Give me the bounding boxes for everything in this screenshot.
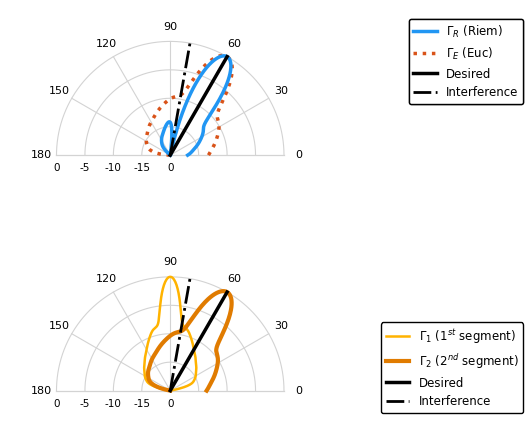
Text: 0: 0 — [53, 163, 60, 173]
Text: 0: 0 — [53, 399, 60, 409]
Text: 120: 120 — [95, 274, 117, 284]
Text: 180: 180 — [31, 386, 52, 396]
Text: 30: 30 — [275, 86, 288, 96]
Text: 90: 90 — [163, 257, 177, 267]
Text: 120: 120 — [95, 39, 117, 49]
Text: 0: 0 — [167, 399, 173, 409]
Legend: $\Gamma_R$ (Riem), $\Gamma_E$ (Euc), Desired, Interference: $\Gamma_R$ (Riem), $\Gamma_E$ (Euc), Des… — [409, 19, 523, 104]
Text: -15: -15 — [134, 163, 151, 173]
Text: 0: 0 — [167, 163, 173, 173]
Text: 90: 90 — [163, 22, 177, 32]
Text: 150: 150 — [48, 86, 69, 96]
Text: -10: -10 — [105, 399, 122, 409]
Text: -10: -10 — [105, 163, 122, 173]
Text: -5: -5 — [80, 163, 90, 173]
Text: 0: 0 — [295, 150, 302, 160]
Text: -5: -5 — [80, 399, 90, 409]
Legend: $\Gamma_1$ (1$^{st}$ segment), $\Gamma_2$ (2$^{nd}$ segment), Desired, Interfere: $\Gamma_1$ (1$^{st}$ segment), $\Gamma_2… — [381, 322, 523, 413]
Text: 150: 150 — [48, 321, 69, 331]
Text: 60: 60 — [228, 274, 242, 284]
Text: -15: -15 — [134, 399, 151, 409]
Text: 60: 60 — [228, 39, 242, 49]
Text: 180: 180 — [31, 150, 52, 160]
Text: 0: 0 — [295, 386, 302, 396]
Text: 30: 30 — [275, 321, 288, 331]
